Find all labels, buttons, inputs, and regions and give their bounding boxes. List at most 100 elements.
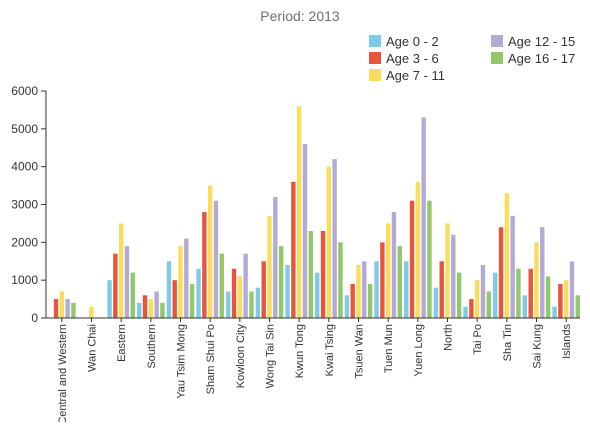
bar — [154, 291, 159, 318]
bar — [409, 200, 415, 318]
x-tick-label: Central and Western — [57, 324, 69, 422]
legend-label: Age 16 - 17 — [508, 51, 575, 66]
bar — [178, 246, 183, 318]
bar — [237, 276, 243, 318]
x-tick-label: North — [443, 324, 455, 351]
bar — [356, 265, 361, 318]
y-tick-label: 1000 — [11, 273, 38, 287]
bar — [166, 261, 172, 318]
bar — [65, 299, 70, 318]
bar — [255, 287, 261, 318]
bar — [569, 261, 575, 318]
bar — [148, 299, 154, 318]
bar — [575, 295, 580, 318]
y-tick-label: 4000 — [11, 160, 38, 174]
bar — [89, 306, 94, 318]
x-tick-label: Kwun Tong — [294, 324, 306, 378]
bar — [160, 302, 165, 318]
bar — [332, 159, 337, 318]
bar — [296, 106, 302, 318]
legend-swatch — [491, 35, 503, 47]
legend-label: Age 3 - 6 — [386, 51, 439, 66]
bar — [439, 261, 444, 318]
bar — [196, 268, 201, 318]
bar — [456, 272, 462, 318]
y-tick-label: 0 — [31, 311, 38, 325]
bar — [433, 287, 439, 318]
x-tick-label: Sai Kung — [532, 324, 544, 369]
bar — [510, 215, 515, 318]
bar — [302, 143, 308, 318]
legend-label: Age 0 - 2 — [386, 34, 439, 49]
bar — [231, 268, 237, 318]
bar — [207, 185, 213, 318]
bar — [516, 268, 521, 318]
bar — [320, 230, 326, 318]
bar — [273, 196, 278, 318]
bar — [59, 291, 65, 318]
x-tick-label: Southern — [146, 324, 158, 369]
x-tick-label: Sha Tin — [502, 324, 514, 361]
bar — [563, 280, 569, 318]
bar — [226, 291, 231, 318]
legend-label: Age 7 - 11 — [386, 68, 445, 83]
legend-swatch — [369, 35, 381, 47]
y-tick-label: 5000 — [11, 122, 38, 136]
bar — [124, 246, 130, 318]
bar — [545, 276, 551, 318]
x-tick-label: Eastern — [116, 324, 128, 362]
bar — [130, 272, 135, 318]
bar — [278, 246, 284, 318]
bar — [107, 280, 112, 318]
bar — [486, 291, 491, 318]
bar — [528, 268, 533, 318]
bar — [558, 283, 563, 318]
bar — [421, 117, 426, 318]
bar — [338, 242, 343, 318]
y-tick-label: 2000 — [11, 235, 38, 249]
bar — [315, 272, 320, 318]
x-tick-label: Islands — [561, 324, 573, 359]
bar — [427, 200, 432, 318]
bar — [540, 227, 545, 318]
x-tick-label: Sham Shui Po — [205, 324, 217, 394]
bar — [249, 291, 254, 318]
bar — [71, 302, 76, 318]
bar — [344, 295, 350, 318]
bar — [480, 265, 486, 318]
legend-swatch — [369, 52, 381, 64]
y-axis: 0 1000 2000 3000 4000 5000 6000 — [11, 84, 47, 325]
bar — [261, 261, 266, 318]
bar — [463, 306, 468, 318]
bar — [404, 261, 409, 318]
bar — [53, 299, 59, 318]
x-tick-label: Tai Po — [472, 324, 484, 355]
bar — [326, 166, 332, 318]
x-tick-label: Kowloon City — [235, 324, 247, 389]
y-tick-label: 6000 — [11, 84, 38, 98]
x-tick-label: Tuen Mun — [383, 324, 395, 373]
bar — [267, 215, 272, 318]
bar — [308, 230, 313, 318]
bar — [397, 246, 402, 318]
bar — [137, 302, 142, 318]
bar — [113, 253, 118, 318]
x-tick-label: Tsuen Wan — [354, 324, 366, 379]
bars-group — [53, 106, 580, 318]
bar — [285, 265, 290, 318]
bar — [493, 272, 498, 318]
bar — [172, 280, 177, 318]
bar — [213, 200, 219, 318]
bar — [380, 242, 385, 318]
bar — [504, 193, 510, 318]
bar — [451, 234, 456, 318]
bar — [350, 283, 355, 318]
bar — [118, 223, 124, 318]
x-tick-label: Wan Chai — [87, 324, 99, 372]
x-tick-label: Wong Tai Sin — [265, 324, 277, 388]
bar — [415, 181, 421, 318]
bar — [522, 295, 528, 318]
bar — [291, 181, 296, 318]
